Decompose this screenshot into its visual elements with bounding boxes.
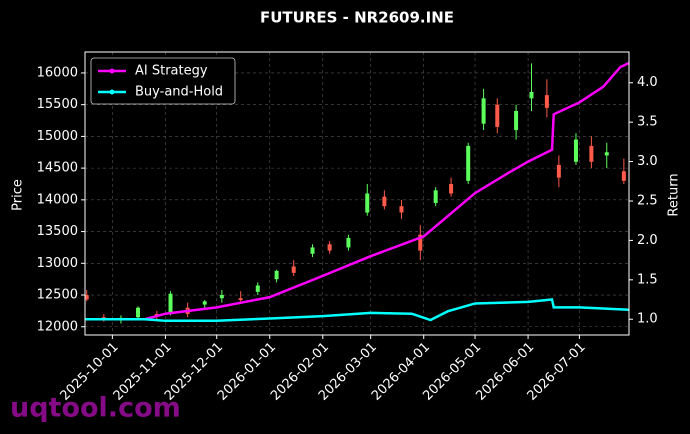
y-tick-label: 12000: [37, 319, 78, 334]
candle-body: [255, 285, 260, 292]
y-tick-label: 13500: [37, 224, 78, 239]
candle-body: [327, 244, 332, 251]
candle-body: [481, 98, 486, 124]
y2-tick-label: 2.0: [637, 233, 658, 248]
candle-body: [365, 193, 370, 213]
candle-body: [556, 164, 561, 178]
candle-body: [529, 91, 534, 99]
y2-tick-label: 3.0: [637, 154, 658, 169]
y-tick-label: 16000: [37, 65, 78, 80]
candle-body: [418, 234, 423, 251]
legend-label: Buy-and-Hold: [135, 85, 223, 100]
y2-tick-label: 1.5: [637, 272, 658, 287]
candle-body: [136, 307, 141, 318]
candle-body: [202, 301, 207, 305]
candle-body: [604, 152, 609, 156]
legend-marker: [109, 68, 115, 74]
candle-body: [84, 295, 89, 300]
candle-body: [495, 104, 500, 127]
chart-title: FUTURES - NR2609.INE: [260, 9, 454, 27]
y2-tick-label: 1.0: [637, 312, 658, 327]
y-tick-label: 15000: [37, 129, 78, 144]
candle-body: [466, 145, 471, 181]
candle-body: [433, 190, 438, 204]
legend-box: [90, 57, 236, 105]
legend-label: AI Strategy: [135, 64, 208, 79]
candle-body: [573, 139, 578, 162]
candle-body: [219, 295, 224, 299]
candle-body: [168, 293, 173, 315]
y-tick-label: 13000: [37, 256, 78, 271]
candle-body: [310, 247, 315, 254]
y-tick-label: 12500: [37, 288, 78, 303]
legend-marker: [109, 89, 115, 95]
candle-body: [382, 196, 387, 207]
candle-body: [589, 145, 594, 162]
y-tick-label: 14500: [37, 161, 78, 176]
line-series: [85, 61, 630, 321]
candle-body: [274, 270, 279, 280]
y-axis-label: Price: [11, 179, 26, 211]
plot-frame: [84, 51, 630, 336]
y2-axis-label: Return: [667, 173, 682, 216]
candle-body: [291, 266, 296, 273]
candle-body: [544, 95, 549, 108]
candle-body: [346, 237, 351, 248]
candle-body: [449, 183, 454, 194]
y-tick-label: 15500: [37, 97, 78, 112]
y2-tick-label: 3.5: [637, 115, 658, 130]
y-tick-label: 14000: [37, 192, 78, 207]
y2-tick-label: 4.0: [637, 75, 658, 90]
watermark: uqtool.com: [10, 393, 181, 424]
candle-body: [514, 111, 519, 131]
candle-body: [238, 298, 243, 301]
candle-body: [621, 171, 626, 181]
line-series: [85, 298, 630, 323]
y2-tick-label: 2.5: [637, 193, 658, 208]
candle-body: [399, 206, 404, 213]
